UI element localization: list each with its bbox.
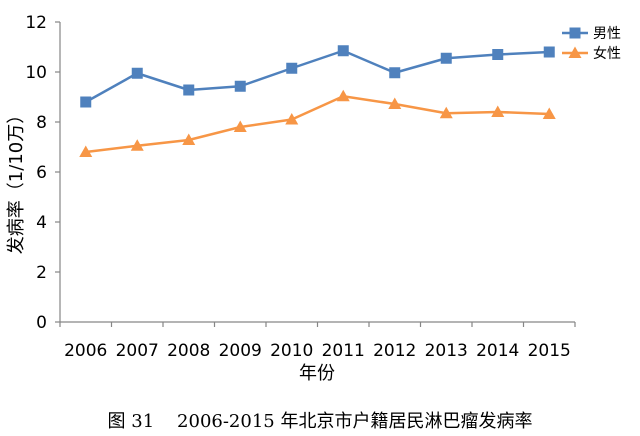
x-tick-label: 2011 — [322, 341, 365, 361]
chart-axes — [59, 22, 575, 323]
y-tick-label: 8 — [36, 113, 47, 133]
x-tick-label: 2006 — [64, 341, 107, 361]
data-point — [286, 62, 298, 74]
data-point — [389, 67, 401, 79]
data-point — [285, 113, 299, 125]
data-point — [491, 105, 505, 117]
data-point — [130, 139, 144, 151]
data-point — [131, 67, 143, 79]
data-point — [388, 97, 402, 109]
y-tick-label: 12 — [25, 13, 47, 33]
x-tick-label: 2014 — [476, 341, 519, 361]
y-tick-label: 2 — [36, 263, 47, 283]
x-tick-label: 2015 — [528, 341, 571, 361]
x-axis-ticks: 2006 2007 2008 2009 2010 2011 2012 2013 2014 2015 — [59, 322, 576, 361]
x-tick-label: 2008 — [167, 341, 210, 361]
data-point — [79, 145, 93, 157]
data-point — [439, 106, 453, 119]
data-point — [234, 80, 246, 92]
data-point — [183, 84, 195, 96]
figure-caption: 图 31 2006-2015 年北京市户籍居民淋巴瘤发病率 — [108, 411, 533, 432]
legend-item: 男性 — [562, 26, 621, 42]
data-point — [80, 96, 92, 108]
legend-label: 女性 — [593, 45, 621, 62]
data-point — [542, 107, 556, 119]
data-point — [440, 52, 452, 64]
series-line — [85, 95, 550, 154]
x-tick-label: 2012 — [373, 341, 416, 361]
x-tick-label: 2007 — [116, 341, 159, 361]
x-tick-label: 2009 — [219, 341, 262, 361]
data-point — [182, 133, 196, 145]
legend-marker — [569, 27, 581, 39]
legend-item: 女性 — [562, 45, 621, 62]
series-layer — [79, 45, 556, 157]
data-point — [233, 120, 247, 132]
series-male — [80, 45, 555, 108]
data-point — [337, 45, 349, 57]
legend-label: 男性 — [593, 26, 621, 42]
y-tick-label: 6 — [36, 163, 47, 183]
x-axis-title: 年份 — [299, 363, 335, 384]
data-point — [492, 49, 504, 60]
legend-marker — [568, 46, 582, 58]
data-point — [543, 46, 555, 58]
series-female — [79, 89, 556, 157]
series-line — [85, 49, 550, 104]
y-tick-label: 10 — [25, 63, 47, 83]
x-tick-label: 2013 — [425, 341, 468, 361]
x-tick-label: 2010 — [270, 341, 313, 361]
y-axis-ticks: 0 2 4 6 8 10 12 — [25, 13, 60, 333]
y-tick-label: 4 — [36, 213, 47, 233]
data-point — [336, 89, 350, 102]
y-tick-label: 0 — [36, 313, 47, 333]
y-axis-title: 发病率（1/10万） — [6, 106, 27, 254]
